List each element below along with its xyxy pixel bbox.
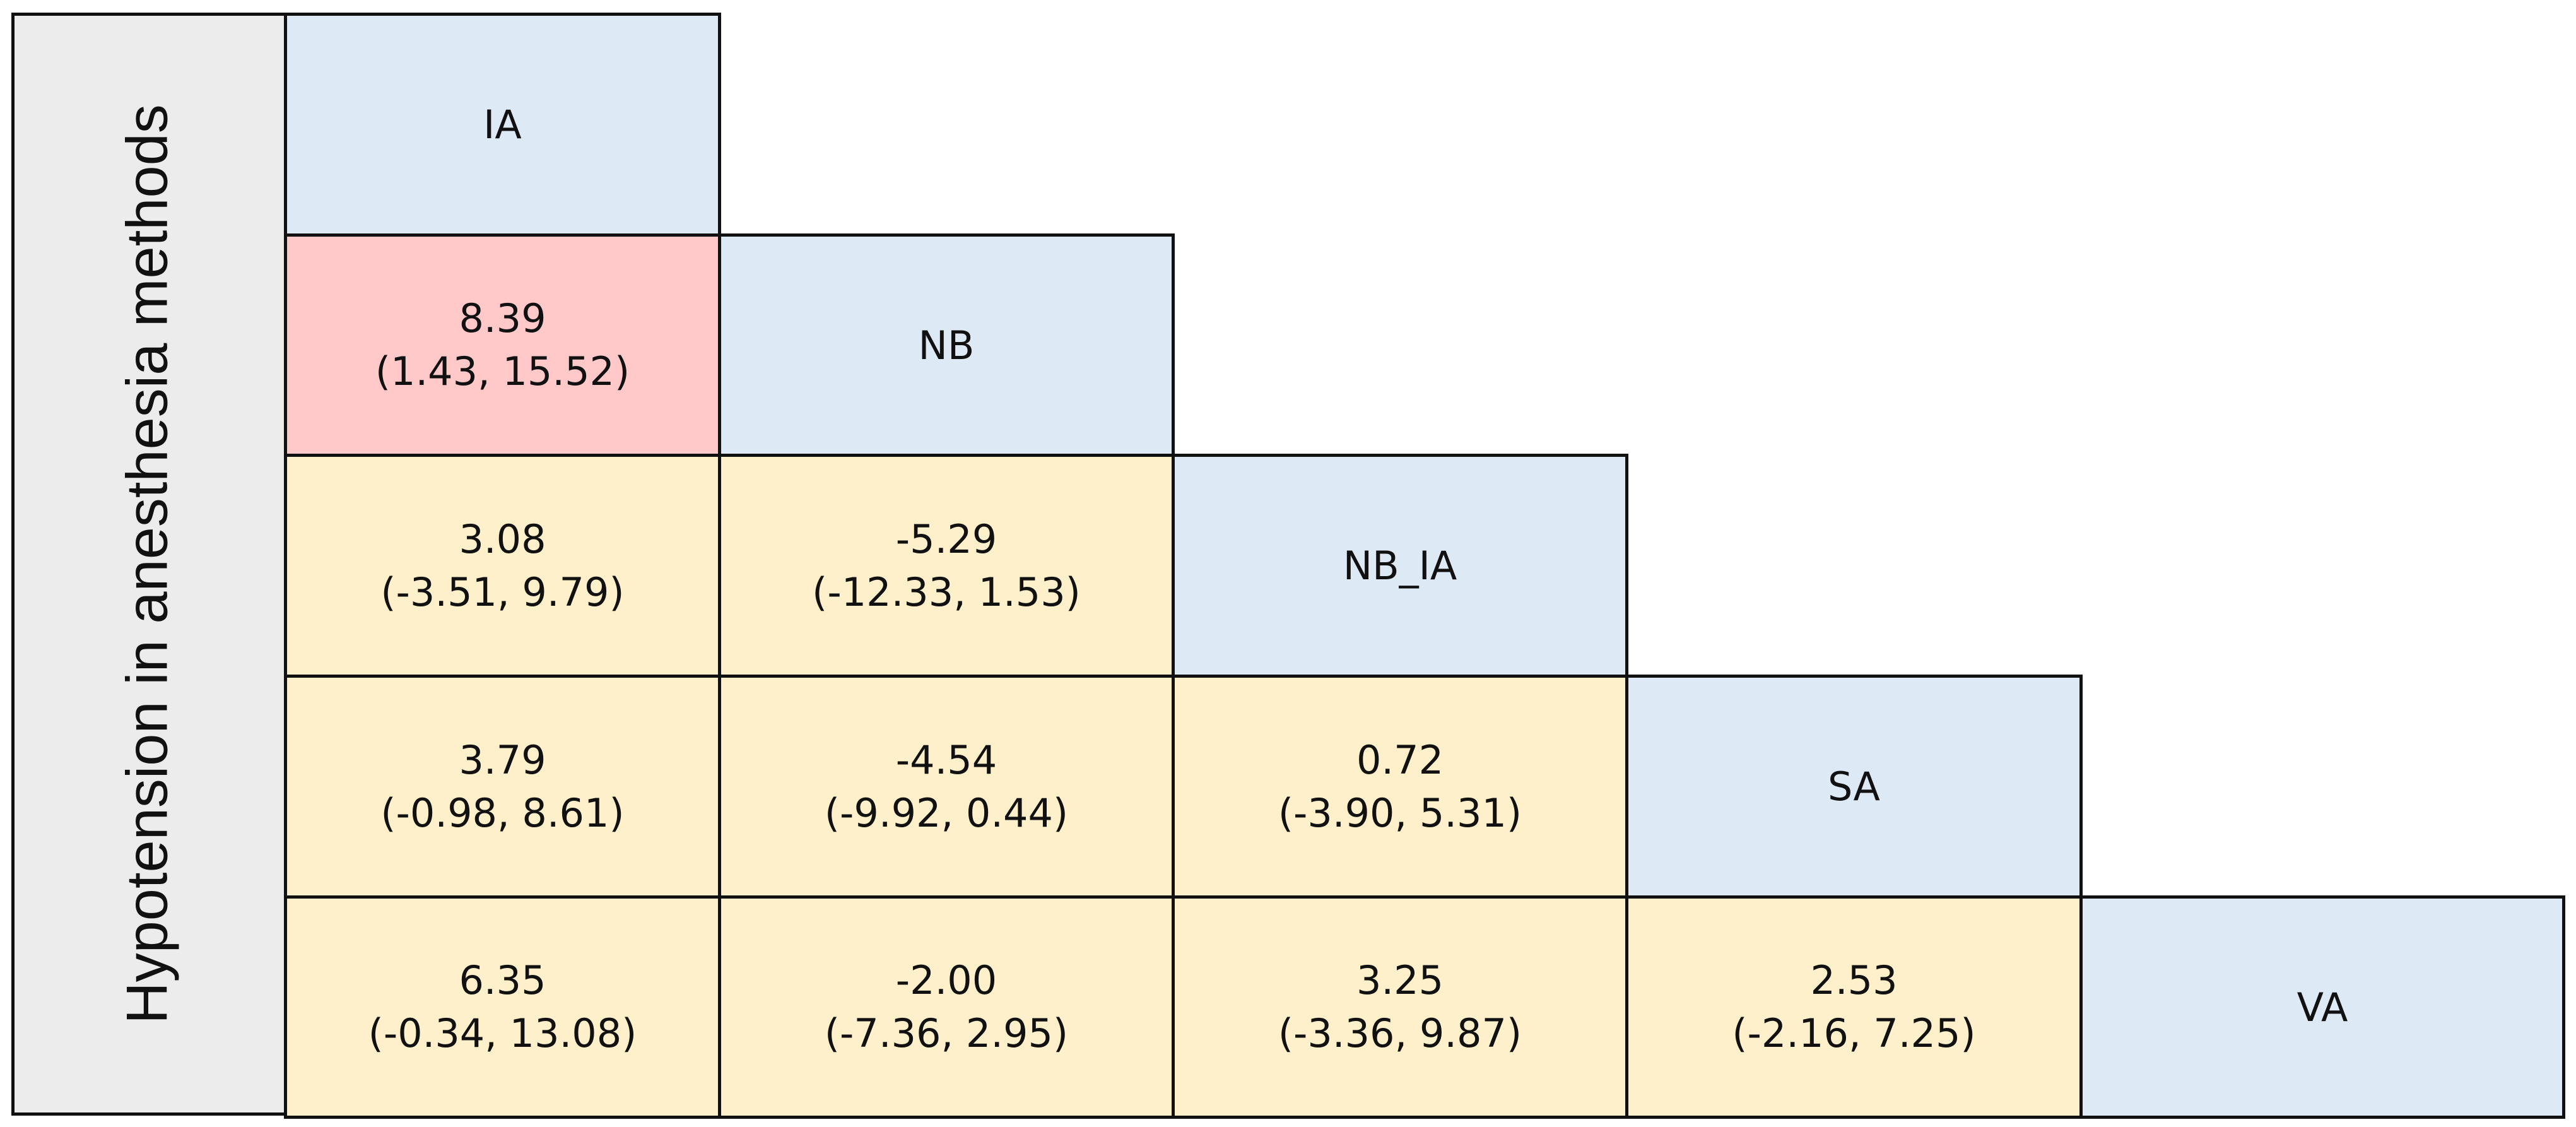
method-cell-sa: SA [1625, 675, 2083, 899]
comparison-cell: -4.54 (-9.92, 0.44) [718, 675, 1175, 899]
method-label: VA [2297, 984, 2348, 1030]
comparison-cell: 3.25 (-3.36, 9.87) [1172, 895, 1628, 1119]
side-label: Hypotension in anesthesia methods [115, 104, 180, 1024]
confidence-interval: (-7.36, 2.95) [824, 1010, 1069, 1056]
confidence-interval: (-9.92, 0.44) [824, 789, 1069, 836]
comparison-cell: 6.35 (-0.34, 13.08) [284, 895, 721, 1119]
comparison-cell: 3.08 (-3.51, 9.79) [284, 454, 721, 678]
comparison-cell: 2.53 (-2.16, 7.25) [1625, 895, 2083, 1119]
method-label: IA [483, 102, 522, 148]
effect-estimate: -2.00 [895, 957, 997, 1004]
confidence-interval: (-0.34, 13.08) [368, 1010, 637, 1056]
method-label: NB [918, 322, 975, 369]
effect-estimate: 2.53 [1810, 957, 1898, 1004]
effect-estimate: 3.79 [459, 736, 546, 783]
effect-estimate: 6.35 [459, 957, 546, 1004]
confidence-interval: (-3.36, 9.87) [1278, 1010, 1522, 1056]
comparison-cell: 0.72 (-3.90, 5.31) [1172, 675, 1628, 899]
side-panel [11, 13, 287, 1116]
comparison-cell: 3.79 (-0.98, 8.61) [284, 675, 721, 899]
method-cell-va: VA [2079, 895, 2565, 1119]
effect-estimate: -4.54 [895, 736, 997, 783]
comparison-cell: -2.00 (-7.36, 2.95) [718, 895, 1175, 1119]
effect-estimate: 3.25 [1356, 957, 1444, 1004]
comparison-cell: -5.29 (-12.33, 1.53) [718, 454, 1175, 678]
confidence-interval: (-3.51, 9.79) [380, 569, 625, 615]
confidence-interval: (1.43, 15.52) [375, 348, 630, 394]
effect-estimate: 3.08 [459, 516, 546, 562]
effect-estimate: 8.39 [459, 295, 546, 342]
method-label: NB_IA [1343, 543, 1457, 589]
method-cell-ia: IA [284, 13, 721, 237]
method-label: SA [1828, 764, 1880, 810]
comparison-cell: 8.39 (1.43, 15.52) [284, 233, 721, 457]
method-cell-nb_ia: NB_IA [1172, 454, 1628, 678]
confidence-interval: (-3.90, 5.31) [1278, 789, 1522, 836]
method-cell-nb: NB [718, 233, 1175, 457]
confidence-interval: (-12.33, 1.53) [812, 569, 1081, 615]
effect-estimate: 0.72 [1356, 736, 1444, 783]
effect-estimate: -5.29 [895, 516, 997, 562]
confidence-interval: (-0.98, 8.61) [380, 789, 625, 836]
confidence-interval: (-2.16, 7.25) [1732, 1010, 1976, 1056]
